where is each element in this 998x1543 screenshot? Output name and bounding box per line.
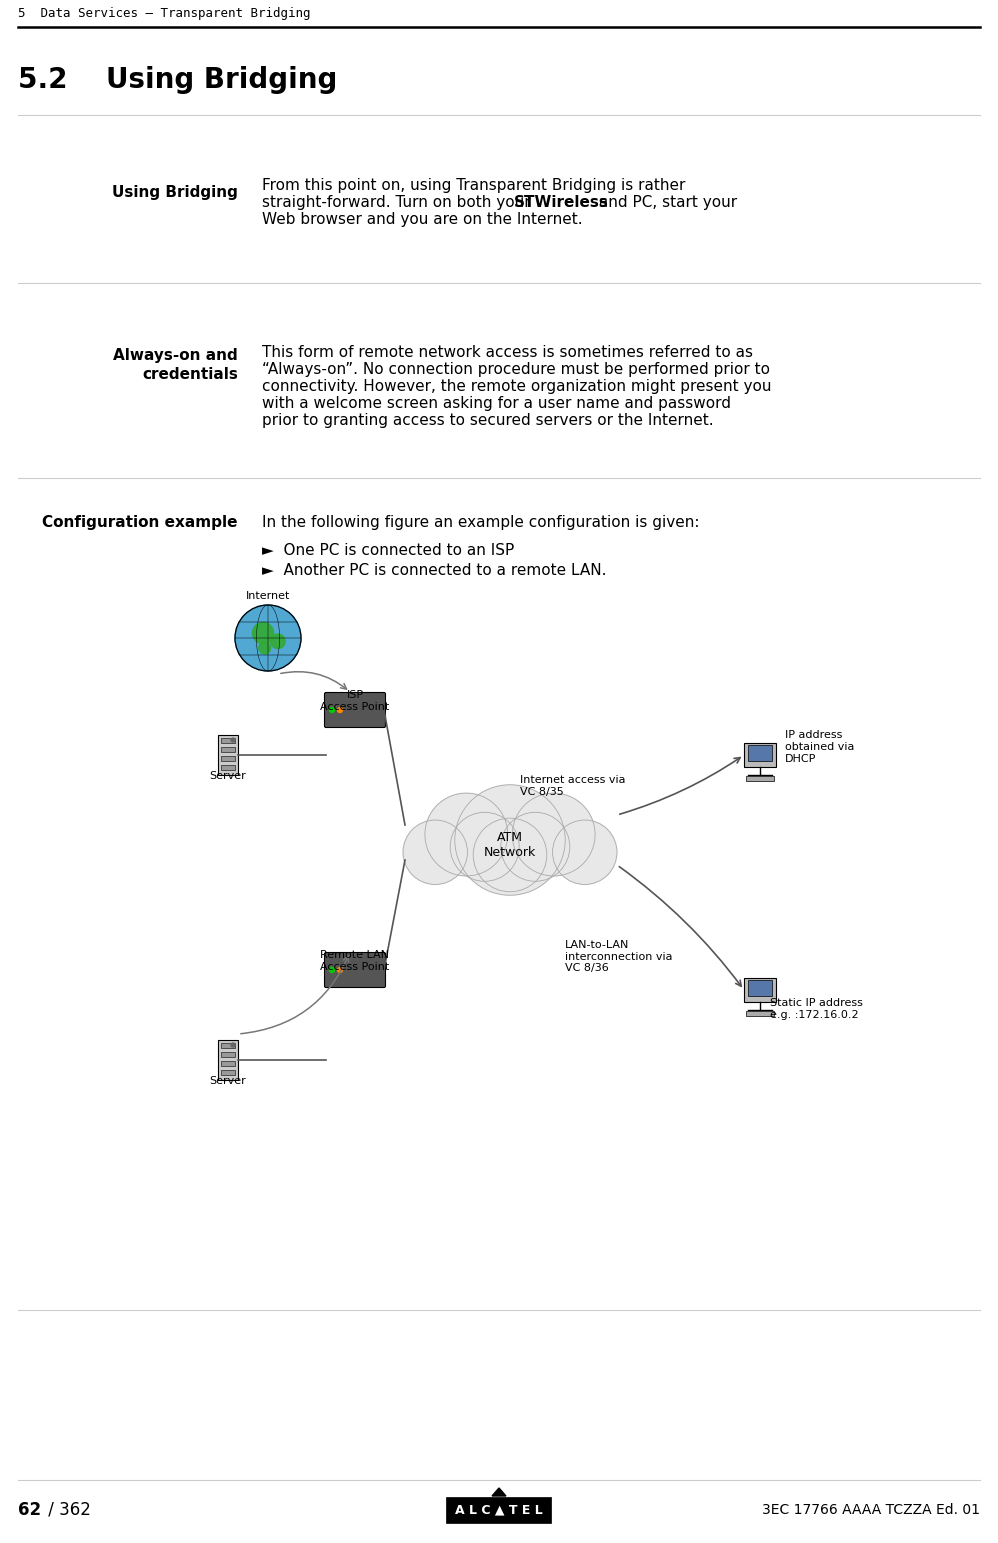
- Text: credentials: credentials: [142, 367, 238, 383]
- Text: LAN-to-LAN
interconnection via
VC 8/36: LAN-to-LAN interconnection via VC 8/36: [565, 940, 673, 974]
- Circle shape: [231, 1043, 235, 1048]
- Text: Web browser and you are on the Internet.: Web browser and you are on the Internet.: [262, 211, 583, 227]
- Bar: [221, 738, 235, 744]
- Text: Server: Server: [210, 772, 247, 781]
- Text: ATM
Network: ATM Network: [484, 832, 536, 859]
- Bar: [744, 744, 776, 767]
- Bar: [221, 1062, 235, 1066]
- Text: STWireless: STWireless: [514, 194, 609, 210]
- Circle shape: [258, 642, 270, 654]
- Text: Static IP address
e.g. :172.16.0.2: Static IP address e.g. :172.16.0.2: [770, 998, 863, 1020]
- Text: From this point on, using Transparent Bridging is rather: From this point on, using Transparent Br…: [262, 177, 686, 193]
- Circle shape: [337, 708, 342, 713]
- Text: ISP
Access Point: ISP Access Point: [320, 690, 389, 711]
- Bar: [218, 734, 238, 775]
- Circle shape: [455, 785, 565, 895]
- Text: Internet access via
VC 8/35: Internet access via VC 8/35: [520, 775, 626, 796]
- Text: Server: Server: [210, 1075, 247, 1086]
- FancyBboxPatch shape: [324, 693, 385, 727]
- Circle shape: [252, 622, 273, 643]
- Text: In the following figure an example configuration is given:: In the following figure an example confi…: [262, 515, 700, 529]
- Text: 62: 62: [18, 1501, 41, 1518]
- Text: Remote LAN
Access Point: Remote LAN Access Point: [320, 950, 389, 972]
- Bar: [446, 1497, 552, 1523]
- Text: Using Bridging: Using Bridging: [112, 185, 238, 201]
- Circle shape: [329, 967, 334, 972]
- Text: 5  Data Services – Transparent Bridging: 5 Data Services – Transparent Bridging: [18, 6, 310, 20]
- Text: Configuration example: Configuration example: [43, 515, 238, 529]
- Circle shape: [403, 819, 467, 884]
- Circle shape: [270, 634, 285, 648]
- Text: A L C ▲ T E L: A L C ▲ T E L: [455, 1503, 543, 1517]
- Text: / 362: / 362: [43, 1501, 91, 1518]
- Text: straight-forward. Turn on both your: straight-forward. Turn on both your: [262, 194, 536, 210]
- Circle shape: [231, 738, 235, 742]
- Text: Always-on and: Always-on and: [113, 349, 238, 363]
- Bar: [746, 1011, 774, 1015]
- Polygon shape: [492, 1487, 506, 1497]
- Bar: [748, 980, 771, 995]
- Text: connectivity. However, the remote organization might present you: connectivity. However, the remote organi…: [262, 380, 771, 393]
- Bar: [221, 765, 235, 770]
- Bar: [221, 747, 235, 751]
- Circle shape: [450, 812, 519, 881]
- Bar: [221, 756, 235, 761]
- Circle shape: [473, 818, 547, 892]
- Text: 3EC 17766 AAAA TCZZA Ed. 01: 3EC 17766 AAAA TCZZA Ed. 01: [762, 1503, 980, 1517]
- Text: prior to granting access to secured servers or the Internet.: prior to granting access to secured serv…: [262, 414, 714, 427]
- FancyBboxPatch shape: [324, 952, 385, 988]
- Bar: [744, 978, 776, 1001]
- Bar: [221, 1069, 235, 1075]
- Text: ►  Another PC is connected to a remote LAN.: ► Another PC is connected to a remote LA…: [262, 563, 607, 579]
- Text: 5.2    Using Bridging: 5.2 Using Bridging: [18, 66, 337, 94]
- Text: ►  One PC is connected to an ISP: ► One PC is connected to an ISP: [262, 543, 514, 559]
- Circle shape: [337, 967, 342, 972]
- Text: with a welcome screen asking for a user name and password: with a welcome screen asking for a user …: [262, 397, 731, 410]
- Text: This form of remote network access is sometimes referred to as: This form of remote network access is so…: [262, 346, 753, 360]
- Text: IP address
obtained via
DHCP: IP address obtained via DHCP: [785, 730, 854, 764]
- Bar: [218, 1040, 238, 1080]
- Bar: [221, 1052, 235, 1057]
- Circle shape: [512, 793, 595, 876]
- Circle shape: [235, 605, 301, 671]
- Text: Internet: Internet: [246, 591, 290, 602]
- Bar: [221, 1043, 235, 1048]
- Circle shape: [425, 793, 508, 876]
- Circle shape: [501, 812, 570, 881]
- Bar: [746, 776, 774, 781]
- Text: “Always-on”. No connection procedure must be performed prior to: “Always-on”. No connection procedure mus…: [262, 363, 770, 376]
- Circle shape: [329, 708, 334, 713]
- Circle shape: [553, 819, 617, 884]
- Bar: [748, 745, 771, 761]
- Text: and PC, start your: and PC, start your: [594, 194, 738, 210]
